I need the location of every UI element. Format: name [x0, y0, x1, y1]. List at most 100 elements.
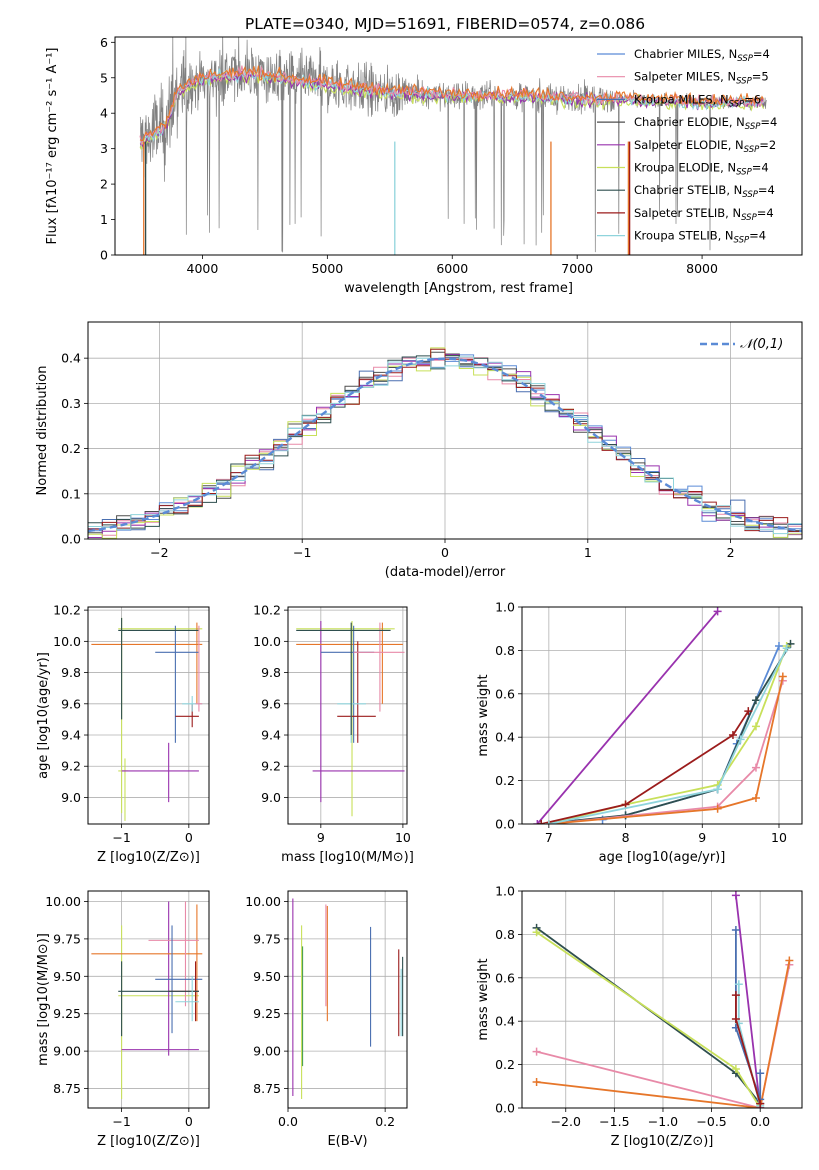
age_vs_mass-ytick-label: 9.2 [261, 759, 281, 774]
age_vs_mass-ytick-label: 9.0 [261, 790, 281, 805]
age_vs_z-ytick-label: 9.2 [61, 759, 81, 774]
mass_vs_ebv-ytick-label: 9.25 [253, 1006, 281, 1021]
residuals-frame [87, 321, 803, 540]
mass-weight-marker [756, 1069, 765, 1078]
mass_weight_vs_age-ytick-label: 0.0 [495, 817, 515, 832]
mass-weight-marker [728, 731, 737, 740]
mass-weight-marker [751, 722, 760, 731]
mass_weight_vs_age-xlabel: age [log10(age/yr)] [599, 850, 726, 865]
age_vs_z-ytick-label: 9.8 [61, 665, 81, 680]
mass_vs_z-xtick-label: 0 [185, 1114, 193, 1129]
mass_weight_vs_z-xtick-label: −0.5 [696, 1114, 726, 1129]
mass_vs_ebv-plot-area [288, 891, 407, 1108]
mass-weight-marker [736, 735, 745, 744]
mass_weight_vs_z-ylabel: mass weight [476, 958, 491, 1040]
mass_vs_ebv-xtick-label: 0.2 [375, 1114, 395, 1129]
residuals-ytick-label: 0.1 [61, 486, 81, 501]
mass-weight-marker [621, 800, 630, 809]
mass_weight_vs_z-xtick-label: −1.0 [648, 1114, 678, 1129]
age_vs_mass-panel: 9 10 9.0 9.2 9.4 9.6 9.8 10.0 10.2 mass [log10(M/… [253, 603, 414, 865]
mass_vs_z-ytick-label: 10.00 [45, 894, 81, 909]
mass-weight-marker [713, 785, 722, 794]
mass_weight_vs_z-ytick-label: 0.8 [495, 927, 515, 942]
spectrum-plot-area [139, 37, 767, 255]
spectrum-xtick-label: 7000 [561, 261, 593, 276]
spectrum-xlabel: wavelength [Angstrom, rest frame] [344, 281, 573, 296]
mass-weight-marker [731, 891, 740, 900]
mass-weight-marker [532, 1047, 541, 1056]
age_vs_z-ytick-label: 9.6 [61, 696, 81, 711]
legend-entry: Kroupa ELODIE, NSSP=4 [634, 161, 769, 178]
mass-weight-line [548, 680, 784, 824]
mass-weight-marker [751, 793, 760, 802]
mass-weight-marker [537, 820, 546, 824]
residuals-xtick-label: 1 [584, 545, 592, 560]
mass_weight_vs_z-ytick-label: 0.2 [495, 1057, 515, 1072]
spectrum-xtick-label: 8000 [686, 261, 718, 276]
age_vs_mass-xlabel: mass [log10(M/M⊙)] [281, 850, 414, 865]
age_vs_z-ytick-label: 10.2 [53, 603, 81, 618]
mass_weight_vs_z-xtick-label: −1.5 [599, 1114, 629, 1129]
spectrum-ytick-label: 6 [100, 35, 108, 50]
spectrum-panel: 4000 5000 6000 7000 8000 0 1 2 3 4 5 6 wavelength [A… [45, 35, 803, 296]
legend-entry: Chabrier STELIB, NSSP=4 [634, 183, 775, 200]
mass-weight-marker [731, 926, 740, 935]
age_vs_z-panel: −1 0 9.0 9.2 9.4 9.6 9.8 10.0 10.2 Z [log10(Z/Z⊙)… [36, 603, 210, 865]
spectrum-ytick-label: 2 [100, 177, 108, 192]
mass-weight-line [548, 645, 788, 824]
spectrum-ytick-label: 1 [100, 212, 108, 227]
mass-weight-marker [731, 1064, 740, 1073]
age_vs_mass-ytick-label: 9.6 [261, 696, 281, 711]
mass-weight-marker [756, 1099, 765, 1108]
age_vs_z-xlabel: Z [log10(Z/Z⊙)] [97, 850, 200, 865]
mass_vs_ebv-xtick-label: 0.0 [278, 1114, 298, 1129]
residuals-plot-area [88, 322, 802, 539]
legend-entry: 𝒩(0,1) [740, 337, 783, 352]
age_vs_z-frame [87, 606, 210, 825]
mass_weight_vs_age-ytick-label: 0.8 [495, 643, 515, 658]
mass_vs_ebv-xlabel: E(B-V) [327, 1134, 367, 1149]
mass_vs_z-ytick-label: 9.00 [53, 1044, 81, 1059]
age_vs_mass-ytick-label: 9.4 [261, 728, 281, 743]
mass_weight_vs_age-ytick-label: 1.0 [495, 600, 515, 615]
mass-weight-marker [751, 763, 760, 772]
mass_weight_vs_age-ytick-label: 0.2 [495, 773, 515, 788]
residuals-ylabel: Normed distribution [35, 366, 50, 496]
mass_vs_z-ylabel: mass [log10(M/M⊙)] [36, 933, 51, 1066]
mass_weight_vs_age-xtick-label: 9 [698, 830, 706, 845]
mass_vs_ebv-ytick-label: 8.75 [253, 1081, 281, 1096]
mass_weight_vs_age-xtick-label: 7 [545, 830, 553, 845]
spectrum-ytick-label: 4 [100, 106, 108, 121]
mass-weight-marker [744, 707, 753, 716]
mass_weight_vs_age-ylabel: mass weight [476, 674, 491, 756]
age_vs_z-ytick-label: 9.4 [61, 728, 81, 743]
model-spectrum-line [139, 70, 765, 151]
mass_weight_vs_z-plot-area [522, 891, 802, 1108]
mass_weight_vs_age-xtick-label: 10 [771, 830, 787, 845]
residuals-xtick-label: −2 [150, 545, 168, 560]
mass_weight_vs_age-plot-area [522, 607, 802, 824]
mass-weight-marker [713, 804, 722, 813]
age_vs_z-ytick-label: 9.0 [61, 790, 81, 805]
residuals-ytick-label: 0.2 [61, 441, 81, 456]
mass-weight-marker [782, 644, 791, 653]
legend-entry: Salpeter STELIB, NSSP=4 [634, 206, 774, 223]
residuals-panel: −2 −1 0 1 2 0.0 0.1 0.2 0.3 0.4 (data-model)/error… [35, 321, 803, 580]
mass_weight_vs_z-xtick-label: 0.0 [750, 1114, 770, 1129]
mass-weight-marker [734, 980, 743, 989]
residuals-ytick-label: 0.3 [61, 396, 81, 411]
spectrum-xtick-label: 5000 [311, 261, 343, 276]
legend-entry: Chabrier MILES, NSSP=4 [634, 47, 770, 64]
mass_vs_ebv-frame [287, 890, 408, 1109]
mass-weight-line [540, 710, 750, 824]
mass_vs_ebv-panel: 0.0 0.2 8.75 9.00 9.25 9.50 9.75 10.00 E(B-V) [245, 890, 408, 1149]
mass_vs_z-xtick-label: −1 [112, 1114, 130, 1129]
mass-weight-line [735, 895, 762, 1108]
age_vs_mass-plot-area [288, 607, 407, 824]
mass-weight-marker [532, 1077, 541, 1086]
mass_weight_vs_z-ytick-label: 1.0 [495, 884, 515, 899]
mass-weight-marker [774, 642, 783, 651]
mass_weight_vs_z-xlabel: Z [log10(Z/Z⊙)] [611, 1134, 714, 1149]
mass_vs_ebv-ytick-label: 10.00 [245, 894, 281, 909]
